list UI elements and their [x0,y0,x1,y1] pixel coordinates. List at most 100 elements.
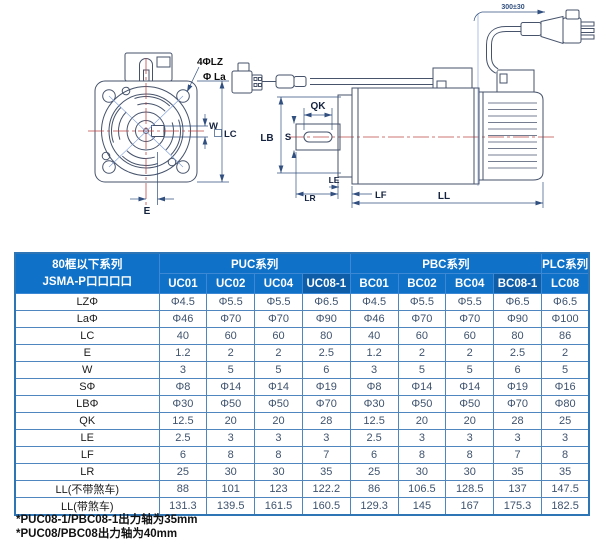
row-label: LR [14,463,160,481]
spec-cell: 86 [540,327,590,345]
label-ll: LL [438,191,450,202]
spec-cell: 2.5 [349,429,399,447]
spec-cell: 3 [301,429,351,447]
spec-cell: 86 [349,480,399,498]
table-row: LaΦ Φ46 Φ70 Φ70 Φ90 Φ46 Φ70 Φ70 Φ90 Φ100 [14,310,590,328]
spec-cell: 12.5 [349,412,399,430]
spec-cell: 2 [206,344,256,362]
dimension-lines [130,9,545,208]
column-header-uc01: UC01 [158,273,208,294]
row-label: LZΦ [14,293,160,311]
spec-cell: 137 [493,480,542,498]
spec-cell: 8 [397,446,447,464]
spec-cell: Φ8 [349,378,399,396]
spec-cell: 6 [493,361,542,379]
spec-cell: 161.5 [254,497,303,516]
spec-cell: Φ50 [254,395,303,413]
spec-cell: 7 [301,446,351,464]
spec-cell: Φ80 [540,395,590,413]
spec-cell: 2 [445,344,495,362]
spec-cell: 2.5 [158,429,208,447]
row-label: W [14,361,160,379]
spec-cell: Φ70 [445,310,495,328]
construction-lines [108,14,479,186]
spec-cell: 2 [540,344,590,362]
spec-cell: 25 [349,463,399,481]
spec-cell: 60 [397,327,447,345]
spec-cell: 25 [540,412,590,430]
spec-cell: Φ16 [540,378,590,396]
row-label: E [14,344,160,362]
spec-cell: Φ30 [349,395,399,413]
spec-cell: Φ14 [206,378,256,396]
spec-cell: 3 [445,429,495,447]
spec-cell: Φ70 [206,310,256,328]
spec-cell: 1.2 [158,344,208,362]
spec-cell: 40 [158,327,208,345]
table-row: LL(不带煞车) 88 101 123 122.2 86 106.5 128.5 137 147.… [14,480,590,498]
spec-cell: Φ6.5 [540,293,590,311]
spec-cell: 123 [254,480,303,498]
spec-cell: Φ70 [397,310,447,328]
table-row: LBΦ Φ30 Φ50 Φ50 Φ70 Φ30 Φ50 Φ50 Φ70 Φ80 [14,395,590,413]
spec-cell: 3 [397,429,447,447]
row-label: LBΦ [14,395,160,413]
label-qk: QK [311,101,327,112]
spec-cell: 30 [206,463,256,481]
spec-cell: 5 [206,361,256,379]
spec-cell: Φ6.5 [493,293,542,311]
spec-cell: Φ70 [301,395,351,413]
spec-cell: 30 [254,463,303,481]
spec-cell: 20 [206,412,256,430]
spec-cell: 25 [158,463,208,481]
spec-cell: 160.5 [301,497,351,516]
spec-cell: 2.5 [493,344,542,362]
series-group-header: PBC系列 [349,252,542,274]
spec-cell: 7 [493,446,542,464]
spec-cell: 12.5 [158,412,208,430]
label-4phi-lz: 4ΦLZ [197,57,223,68]
spec-cell: 28 [493,412,542,430]
spec-cell: 8 [445,446,495,464]
spec-cell: 20 [254,412,303,430]
spec-cell: 2 [254,344,303,362]
spec-cell: Φ19 [301,378,351,396]
label-phi-la: Φ La [203,72,226,83]
spec-cell: 145 [397,497,447,516]
label-w: W [209,121,218,132]
power-plug [520,9,595,45]
spec-cell: Φ6.5 [301,293,351,311]
footnote-1: *PUC08-1/PBC08-1出力轴为35mm [16,514,198,526]
column-header-bc04: BC04 [445,273,495,294]
column-header-bc02: BC02 [397,273,447,294]
label-s: S [285,132,291,143]
column-header-bc01: BC01 [349,273,399,294]
spec-cell: Φ50 [206,395,256,413]
spec-cell: 2.5 [301,344,351,362]
table-corner-header: 80框以下系列 JSMA-P口口口口 [14,252,160,294]
spec-cell: 35 [493,463,542,481]
column-header-uc04: UC04 [254,273,303,294]
spec-cell: Φ14 [397,378,447,396]
spec-cell: 3 [158,361,208,379]
spec-cell: 8 [254,446,303,464]
spec-cell: Φ46 [349,310,399,328]
row-label: LC [14,327,160,345]
spec-cell: Φ70 [254,310,303,328]
label-lb: LB [260,133,273,144]
spec-cell: 128.5 [445,480,495,498]
spec-cell: Φ50 [397,395,447,413]
spec-cell: 5 [445,361,495,379]
spec-cell: Φ70 [493,395,542,413]
spec-cell: 8 [540,446,590,464]
spec-cell: 6 [301,361,351,379]
centerlines [88,58,556,207]
spec-cell: 5 [397,361,447,379]
spec-cell: Φ46 [158,310,208,328]
spec-cell: Φ5.5 [206,293,256,311]
side-view [295,67,544,185]
spec-cell: 88 [158,480,208,498]
series-group-header: PUC系列 [158,252,351,274]
lead-wire-connector [231,62,433,94]
